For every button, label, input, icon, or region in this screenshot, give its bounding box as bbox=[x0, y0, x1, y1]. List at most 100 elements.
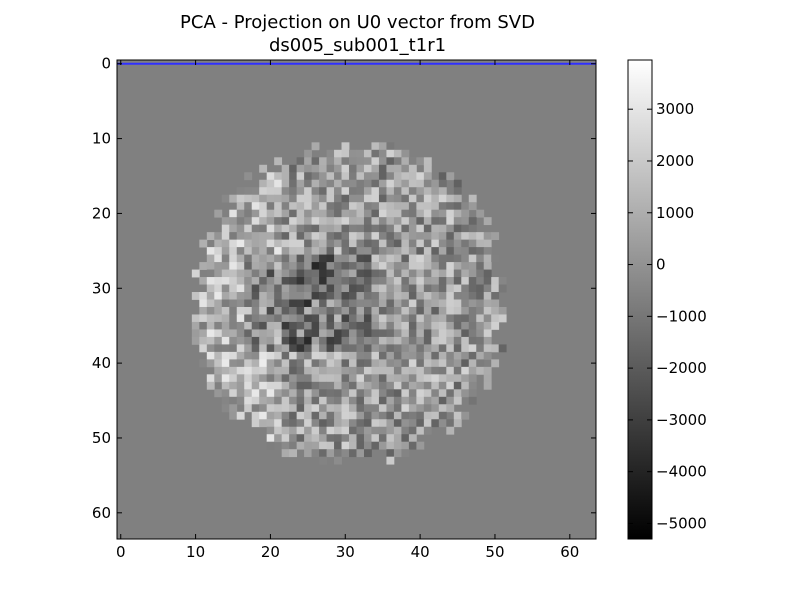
heatmap-cell bbox=[431, 277, 440, 285]
heatmap-cell bbox=[453, 396, 462, 405]
heatmap-cell bbox=[206, 314, 215, 323]
heatmap-cell bbox=[468, 329, 477, 338]
heatmap-cell bbox=[386, 254, 395, 263]
heatmap-cell bbox=[393, 277, 402, 285]
heatmap-cell bbox=[431, 232, 440, 241]
heatmap-cell bbox=[214, 351, 223, 360]
heatmap-cell bbox=[334, 209, 342, 218]
heatmap-cell bbox=[476, 239, 485, 248]
heatmap-cell bbox=[408, 157, 417, 166]
heatmap-cell bbox=[431, 187, 440, 196]
heatmap-cell bbox=[393, 381, 402, 390]
heatmap-cell bbox=[408, 254, 417, 263]
heatmap-cell bbox=[199, 306, 208, 315]
heatmap-cell bbox=[386, 336, 395, 345]
heatmap-cell bbox=[431, 329, 440, 338]
heatmap-cell bbox=[229, 329, 238, 338]
heatmap-cell bbox=[251, 336, 260, 345]
heatmap-cell bbox=[296, 187, 305, 196]
heatmap-cell bbox=[296, 419, 305, 428]
heatmap-cell bbox=[378, 404, 387, 413]
heatmap-cell bbox=[311, 262, 320, 270]
heatmap-cell bbox=[468, 277, 477, 285]
x-axis: 0 10 20 30 40 50 60 bbox=[116, 60, 579, 561]
heatmap-cell bbox=[423, 194, 432, 203]
heatmap-cell bbox=[281, 381, 290, 390]
heatmap-cell bbox=[274, 419, 283, 428]
heatmap-cell bbox=[371, 344, 380, 353]
heatmap-cell bbox=[206, 292, 215, 300]
heatmap-cell bbox=[296, 217, 305, 226]
heatmap-cell bbox=[266, 314, 275, 323]
colorbar-tick-label: −5000 bbox=[656, 514, 707, 532]
heatmap-cell bbox=[296, 434, 305, 443]
heatmap-cell bbox=[221, 262, 230, 270]
heatmap-cell bbox=[199, 292, 208, 300]
heatmap-cell bbox=[311, 426, 320, 435]
heatmap-cell bbox=[378, 277, 387, 285]
heatmap-cell bbox=[401, 224, 410, 233]
heatmap-cell bbox=[311, 187, 320, 196]
heatmap-cell bbox=[438, 292, 447, 300]
heatmap-cell bbox=[334, 172, 342, 181]
heatmap-cell bbox=[326, 232, 335, 241]
heatmap-cell bbox=[386, 149, 395, 158]
heatmap-cell bbox=[304, 314, 312, 323]
heatmap-cell bbox=[281, 366, 290, 375]
heatmap-cell bbox=[334, 202, 342, 211]
heatmap-cell bbox=[229, 344, 238, 353]
heatmap-cell bbox=[319, 419, 327, 428]
heatmap-cell bbox=[408, 232, 417, 241]
heatmap-cell bbox=[274, 224, 283, 233]
heatmap-cell bbox=[229, 321, 238, 330]
heatmap-cell bbox=[386, 366, 395, 375]
heatmap-cell bbox=[453, 262, 462, 270]
heatmap-cell bbox=[251, 262, 260, 270]
heatmap-cell bbox=[378, 142, 387, 151]
heatmap-cell bbox=[461, 299, 470, 308]
heatmap-cell bbox=[319, 247, 327, 255]
heatmap-cell bbox=[229, 254, 238, 263]
heatmap-cell bbox=[378, 314, 387, 323]
heatmap-cell bbox=[304, 164, 312, 173]
heatmap-cell bbox=[244, 329, 253, 338]
heatmap-cell bbox=[259, 344, 268, 353]
heatmap-cell bbox=[356, 269, 365, 278]
heatmap-cell bbox=[386, 396, 395, 405]
heatmap-cell bbox=[251, 329, 260, 338]
heatmap-cell bbox=[229, 247, 238, 255]
heatmap-cell bbox=[461, 254, 470, 263]
heatmap-cell bbox=[416, 419, 425, 428]
heatmap-cell bbox=[431, 336, 440, 345]
heatmap-cell bbox=[289, 239, 298, 248]
heatmap-cell bbox=[408, 351, 417, 360]
heatmap-cell bbox=[259, 187, 268, 196]
heatmap-cell bbox=[349, 299, 357, 308]
heatmap-cell bbox=[311, 404, 320, 413]
heatmap-cell bbox=[296, 321, 305, 330]
heatmap-cell bbox=[423, 202, 432, 211]
heatmap-cell bbox=[319, 269, 327, 278]
heatmap-cell bbox=[378, 434, 387, 443]
heatmap-cell bbox=[461, 366, 470, 375]
heatmap-cell bbox=[349, 411, 357, 420]
heatmap-cell bbox=[281, 232, 290, 241]
heatmap-cell bbox=[386, 351, 395, 360]
heatmap-cell bbox=[289, 306, 298, 315]
heatmap-cell bbox=[363, 449, 372, 458]
heatmap-cell bbox=[401, 404, 410, 413]
heatmap-cell bbox=[311, 389, 320, 398]
heatmap-cell bbox=[349, 239, 357, 248]
heatmap-cell bbox=[438, 314, 447, 323]
heatmap-cell bbox=[461, 374, 470, 383]
heatmap-cell bbox=[229, 277, 238, 285]
heatmap-cell bbox=[311, 449, 320, 458]
heatmap-cell bbox=[296, 254, 305, 263]
heatmap-cell bbox=[304, 187, 312, 196]
heatmap-cell bbox=[251, 366, 260, 375]
heatmap-cell bbox=[259, 366, 268, 375]
heatmap-cell bbox=[386, 411, 395, 420]
heatmap-cell bbox=[334, 217, 342, 226]
heatmap-cell bbox=[423, 209, 432, 218]
heatmap-cell bbox=[349, 172, 357, 181]
